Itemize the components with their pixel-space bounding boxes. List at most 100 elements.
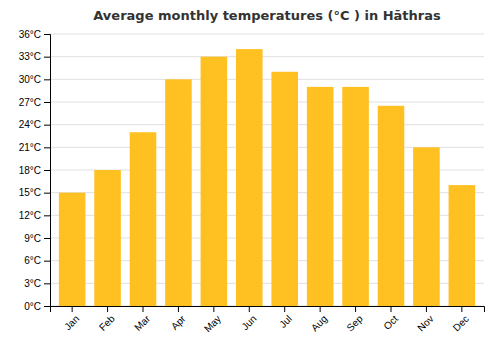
x-tick-mark — [213, 306, 214, 312]
x-tick-mark — [72, 306, 73, 312]
bar — [165, 79, 192, 306]
x-tick: Aug — [309, 306, 329, 333]
y-tick: 12°C — [19, 210, 50, 221]
x-tick-label: Apr — [169, 313, 188, 332]
y-tick-mark — [44, 147, 50, 148]
x-tick-mark — [284, 306, 285, 312]
x-tick: Jun — [239, 306, 258, 332]
y-tick: 15°C — [19, 187, 50, 198]
y-tick-label: 6°C — [24, 255, 41, 266]
y-tick-label: 36°C — [19, 29, 41, 40]
grid — [50, 34, 484, 306]
x-tick-mark — [391, 306, 392, 312]
y-tick: 36°C — [19, 29, 50, 40]
x-tick-mark — [461, 306, 462, 312]
x-tick-label: May — [202, 313, 223, 334]
grid-line — [50, 124, 484, 125]
x-tick-label: Oct — [381, 313, 400, 332]
x-tick-label: Jul — [277, 313, 294, 330]
y-tick-label: 15°C — [19, 187, 41, 198]
y-tick: 21°C — [19, 142, 50, 153]
y-tick-label: 9°C — [24, 233, 41, 244]
grid-line — [50, 102, 484, 103]
x-tick: Nov — [415, 306, 435, 333]
x-tick-label: Aug — [309, 313, 329, 333]
x-tick-label: Nov — [415, 313, 435, 333]
y-tick: 3°C — [24, 278, 50, 289]
x-tick: Jul — [277, 306, 294, 330]
y-tick-mark — [44, 125, 50, 126]
y-axis-line — [44, 35, 51, 307]
x-tick: May — [202, 306, 223, 334]
x-tick: Oct — [381, 306, 400, 332]
y-tick: 9°C — [24, 233, 50, 244]
y-tick-label: 3°C — [24, 278, 41, 289]
x-tick-mark — [426, 306, 427, 312]
x-tick: Jan — [62, 306, 81, 332]
x-tick-label: Jun — [239, 313, 258, 332]
bar — [271, 72, 298, 306]
x-tick: Feb — [97, 306, 117, 333]
x-tick-mark — [143, 306, 144, 312]
y-tick: 18°C — [19, 165, 50, 176]
y-tick-label: 21°C — [19, 142, 41, 153]
x-tick-mark — [249, 306, 250, 312]
y-tick-label: 12°C — [19, 210, 41, 221]
y-tick-mark — [44, 215, 50, 216]
x-axis: Jan Feb Mar Apr May Jun Jul Aug Sep Oct Nov Dec — [51, 306, 485, 334]
x-tick-label: Dec — [451, 313, 471, 333]
y-tick-label: 0°C — [24, 301, 41, 312]
title: Average monthly temperatures (°C ) in Hā… — [93, 8, 441, 23]
y-tick-mark — [44, 170, 50, 171]
bar — [59, 193, 86, 306]
y-tick-label: 18°C — [19, 165, 41, 176]
chart: 0°C 3°C 6°C 9°C 12°C 15°C 18°C 21°C 24°C 27°C 30°C… — [0, 0, 500, 350]
y-tick-label: 30°C — [19, 74, 41, 85]
x-tick-label: Feb — [97, 313, 117, 333]
x-tick-label: Jan — [62, 313, 81, 332]
y-tick-mark — [44, 283, 50, 284]
x-tick-mark — [320, 306, 321, 312]
y-tick-mark — [44, 79, 50, 80]
bar — [342, 87, 369, 306]
y-tick-mark — [44, 238, 50, 239]
bar — [130, 132, 157, 306]
y-tick-label: 27°C — [19, 97, 41, 108]
y-tick: 30°C — [19, 74, 50, 85]
grid-line — [50, 79, 484, 80]
bar — [236, 49, 263, 306]
bar — [413, 147, 440, 306]
y-tick: 33°C — [19, 51, 50, 62]
y-tick-mark — [44, 34, 50, 35]
grid-line — [50, 34, 484, 35]
x-tick-mark — [355, 306, 356, 312]
bar — [94, 170, 121, 306]
x-tick-mark — [178, 306, 179, 312]
bar — [378, 106, 405, 306]
x-tick-label: Mar — [132, 313, 152, 333]
y-tick-mark — [44, 306, 50, 307]
y-tick-mark — [44, 193, 50, 194]
y-tick-label: 24°C — [19, 119, 41, 130]
x-tick-mark — [107, 306, 108, 312]
bars — [59, 49, 475, 306]
x-tick: Dec — [451, 306, 471, 333]
bar — [307, 87, 334, 306]
y-tick-mark — [44, 261, 50, 262]
y-tick-mark — [44, 102, 50, 103]
y-tick-mark — [44, 57, 50, 58]
y-tick: 24°C — [19, 119, 50, 130]
y-axis: 0°C 3°C 6°C 9°C 12°C 15°C 18°C 21°C 24°C 27°C 30°C… — [19, 29, 51, 312]
x-tick: Mar — [132, 306, 152, 333]
x-tick-label: Sep — [344, 313, 365, 334]
y-tick-label: 33°C — [19, 51, 41, 62]
bar — [449, 185, 476, 306]
x-tick: Sep — [344, 306, 365, 333]
grid-line — [50, 56, 484, 57]
y-tick: 27°C — [19, 97, 50, 108]
plot: 0°C 3°C 6°C 9°C 12°C 15°C 18°C 21°C 24°C 27°C 30°C… — [19, 29, 485, 335]
y-tick: 0°C — [24, 301, 50, 312]
bar — [201, 57, 228, 306]
y-tick: 6°C — [24, 255, 50, 266]
x-axis-line — [51, 307, 485, 313]
